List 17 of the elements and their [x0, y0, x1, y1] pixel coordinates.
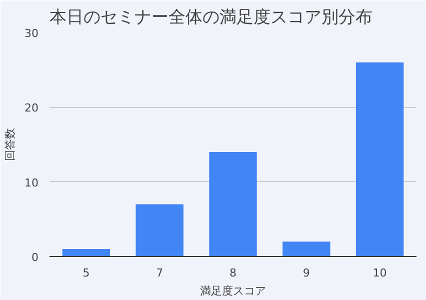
bar [356, 62, 404, 256]
x-tick-label: 8 [230, 266, 236, 280]
y-tick-label: 20 [24, 102, 39, 115]
x-tick-label: 10 [372, 266, 387, 280]
bar [136, 204, 184, 256]
x-axis-title: 満足度スコア [200, 284, 266, 298]
y-tick-label: 30 [24, 27, 39, 40]
x-tick-label: 5 [82, 266, 90, 280]
chart-title: 本日のセミナー全体の満足度スコア別分布 [50, 8, 372, 28]
bar [209, 152, 257, 256]
y-axis-title: 回答数 [4, 128, 17, 161]
y-tick-label: 0 [32, 251, 38, 264]
y-tick-label: 10 [24, 176, 39, 190]
x-tick-label: 9 [302, 266, 310, 280]
bar [62, 249, 110, 256]
x-tick-label: 7 [156, 266, 164, 280]
bar [282, 242, 330, 256]
